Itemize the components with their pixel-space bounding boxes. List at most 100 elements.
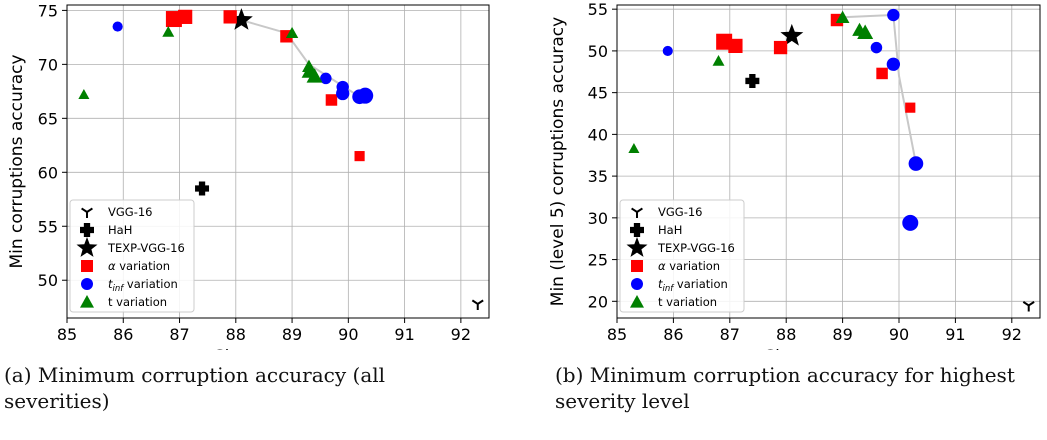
- data-point-circle: [886, 57, 901, 71]
- data-point-triangle: [835, 10, 850, 24]
- y-tick-label: 75: [38, 1, 58, 20]
- y-tick-label: 40: [588, 125, 608, 144]
- x-tick-label: 86: [663, 325, 683, 344]
- legend-marker-circle: [631, 278, 643, 290]
- legend-marker-star: [626, 237, 648, 257]
- legend-label: HaH: [108, 223, 132, 237]
- legend-marker-star: [76, 237, 98, 257]
- x-tick-label: 92: [1002, 325, 1022, 344]
- data-point-triangle: [857, 24, 874, 39]
- chart-panel-b: 85 86 87 88 89 90 91 92 20 25 30 35 40 45 50 55 Clean ac…: [548, 0, 1041, 350]
- data-point-triangle: [628, 143, 640, 153]
- x-tick-label: 85: [607, 325, 627, 344]
- y-tick-label: 25: [588, 251, 608, 270]
- legend-marker-triangle: [80, 295, 94, 308]
- x-tick-label: 89: [832, 325, 852, 344]
- y-tick-label: 60: [38, 163, 58, 182]
- data-point-triangle: [306, 68, 323, 83]
- x-tick-label: 87: [169, 325, 189, 344]
- data-point-square: [876, 67, 888, 80]
- legend-marker-tri: [631, 207, 643, 218]
- x-tick-label: 91: [945, 325, 965, 344]
- x-axis-label: Clean accuracy: [213, 347, 343, 350]
- legend: VGG-16 HaH TEXP-VGG-16 α variation tinf vari…: [619, 199, 745, 313]
- legend-marker-circle: [81, 278, 93, 290]
- data-point-square: [165, 11, 182, 28]
- x-tick-label: 89: [282, 325, 302, 344]
- y-tick-label: 70: [38, 55, 58, 74]
- data-point-plus: [745, 73, 760, 88]
- data-point-circle: [336, 86, 350, 101]
- x-tick-label: 88: [776, 325, 796, 344]
- figure-canvas: 85 86 87 88 89 90 91 92 50 55 60 65 70 75 Clean accura…: [7, 0, 1041, 350]
- data-point-circle: [662, 45, 673, 56]
- caption-a: (a) Minimum corruption accuracy (all sev…: [4, 363, 386, 413]
- data-point-square: [178, 9, 193, 24]
- x-tick-label: 86: [113, 325, 133, 344]
- y-tick-label: 35: [588, 167, 608, 186]
- y-tick-label: 65: [38, 109, 58, 128]
- plot-frame: [616, 4, 1041, 319]
- legend-marker-square: [631, 260, 643, 272]
- data-point-circle: [320, 72, 332, 85]
- data-point-tri: [1022, 301, 1035, 312]
- data-point-triangle: [712, 54, 725, 66]
- data-point-square: [223, 10, 237, 24]
- y-tick-label: 55: [588, 0, 608, 19]
- plot-frame: [66, 4, 490, 319]
- legend-box: [619, 199, 745, 313]
- data-point-star: [230, 8, 253, 30]
- data-point-square: [773, 40, 788, 55]
- data-point-triangle: [162, 26, 175, 37]
- legend-box: [69, 199, 195, 313]
- data-point-square: [905, 102, 916, 113]
- legend-label: t variation: [108, 295, 167, 309]
- legend-label: HaH: [658, 223, 682, 237]
- y-axis-label: Min corruptions accuracy: [7, 54, 27, 268]
- data-point-star: [780, 23, 804, 46]
- x-tick-label: 91: [394, 325, 414, 344]
- y-tick-label: 50: [588, 42, 608, 61]
- data-point-tri: [471, 299, 484, 310]
- legend-label: α variation: [108, 259, 170, 273]
- x-axis-label: Clean accuracy: [763, 347, 893, 350]
- legend: VGG-16 HaH TEXP-VGG-16 α variation tinf vari…: [69, 199, 195, 313]
- legend-marker-plus: [80, 223, 94, 238]
- legend-label: α variation: [658, 259, 720, 273]
- y-tick-label: 20: [588, 292, 608, 311]
- legend-label: VGG-16: [108, 205, 152, 219]
- legend-marker-square: [81, 260, 93, 272]
- y-tick-label: 45: [588, 84, 608, 103]
- legend-label: t variation: [658, 295, 717, 309]
- legend-label: TEXP-VGG-16: [657, 241, 735, 255]
- y-axis-label: Min (level 5) corruptions accuracy: [548, 17, 568, 306]
- data-point-circle: [870, 41, 883, 54]
- data-point-square: [354, 151, 365, 162]
- x-tick-label: 90: [889, 325, 909, 344]
- data-point-circle: [887, 8, 900, 22]
- data-point-plus: [195, 181, 210, 196]
- x-tick-label: 88: [226, 325, 246, 344]
- y-tick-label: 55: [38, 217, 58, 236]
- data-point-circle: [902, 214, 919, 231]
- front-line: [836, 13, 917, 164]
- data-point-circle: [357, 87, 374, 104]
- legend-label: VGG-16: [658, 205, 702, 219]
- data-point-square: [728, 38, 743, 53]
- data-point-circle: [908, 156, 924, 171]
- y-tick-label: 30: [588, 209, 608, 228]
- data-point-square: [325, 94, 338, 106]
- legend-marker-tri: [81, 207, 93, 218]
- legend-label: tinf variation: [658, 277, 728, 294]
- data-point-square: [716, 33, 733, 50]
- x-tick-label: 87: [720, 325, 740, 344]
- caption-b: (b) Minimum corruption accuracy for high…: [555, 363, 1015, 413]
- front-line: [241, 19, 361, 98]
- x-tick-label: 90: [338, 325, 358, 344]
- data-point-triangle: [285, 26, 299, 39]
- legend-marker-plus: [630, 223, 644, 238]
- legend-label: tinf variation: [108, 277, 178, 294]
- legend-label: TEXP-VGG-16: [107, 241, 185, 255]
- chart-panel-a: 85 86 87 88 89 90 91 92 50 55 60 65 70 75 Clean accura…: [7, 1, 490, 350]
- y-tick-label: 50: [38, 271, 58, 290]
